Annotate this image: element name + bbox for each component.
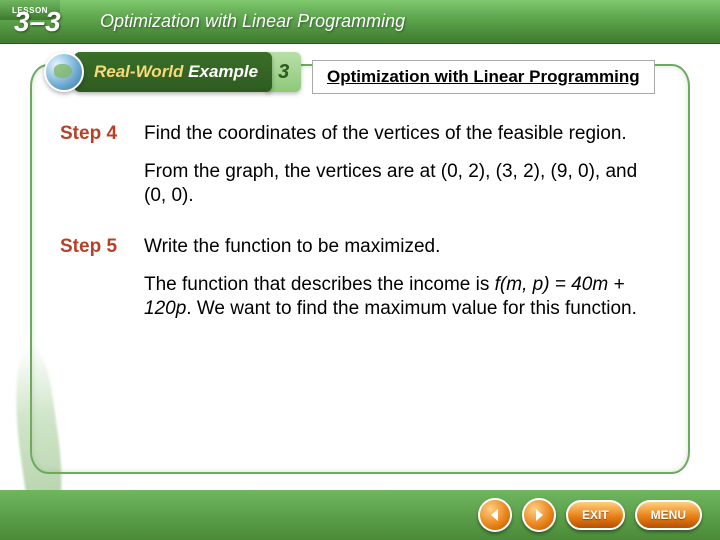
content-panel: Real-World Example 3 Optimization with L… <box>30 64 690 474</box>
lesson-number: 3–3 <box>14 6 61 38</box>
footer-controls: EXIT MENU <box>478 498 702 532</box>
step-label: Step 4 <box>60 122 144 221</box>
prev-button[interactable] <box>478 498 512 532</box>
step-paragraph: The function that describes the income i… <box>144 273 660 321</box>
ribbon-word: Example <box>188 62 258 81</box>
step-text: Write the function to be maximized. The … <box>144 235 660 334</box>
step-paragraph: Find the coordinates of the vertices of … <box>144 122 660 146</box>
step-text: Find the coordinates of the vertices of … <box>144 122 660 221</box>
step-paragraph: From the graph, the vertices are at (0, … <box>144 160 660 208</box>
step-label: Step 5 <box>60 235 144 334</box>
header-bar: LESSON 3–3 Optimization with Linear Prog… <box>0 0 720 44</box>
ribbon-prefix: Real-World <box>94 62 183 81</box>
menu-button[interactable]: MENU <box>635 500 702 530</box>
chevron-left-icon <box>488 508 502 522</box>
step-row: Step 5 Write the function to be maximize… <box>60 235 660 334</box>
step-row: Step 4 Find the coordinates of the verti… <box>60 122 660 221</box>
step-paragraph: Write the function to be maximized. <box>144 235 660 259</box>
globe-icon <box>44 52 84 92</box>
chevron-right-icon <box>532 508 546 522</box>
footer-bar: EXIT MENU <box>0 490 720 540</box>
exit-button[interactable]: EXIT <box>566 500 625 530</box>
topic-title: Optimization with Linear Programming <box>312 60 655 94</box>
example-ribbon: Real-World Example 3 <box>44 52 301 92</box>
body-text: Step 4 Find the coordinates of the verti… <box>60 122 660 349</box>
next-button[interactable] <box>522 498 556 532</box>
header-title: Optimization with Linear Programming <box>100 11 405 32</box>
ribbon-body: Real-World Example <box>74 52 272 92</box>
